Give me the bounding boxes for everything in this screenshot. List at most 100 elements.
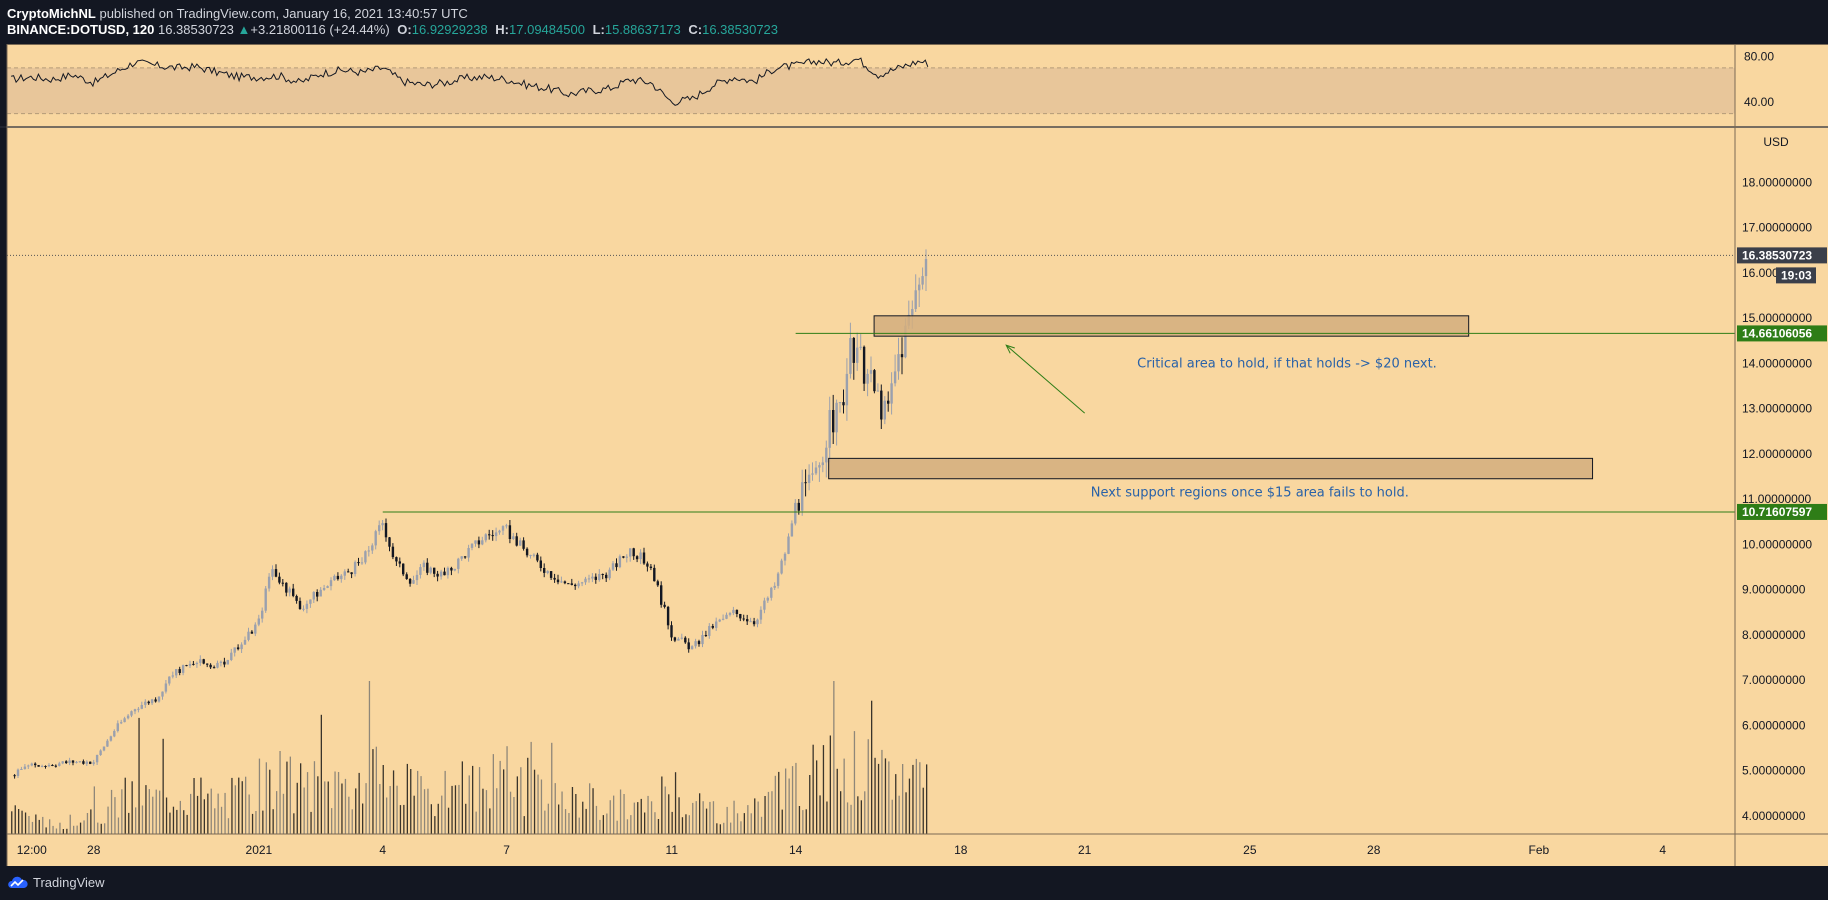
candle-body[interactable] [378,525,381,532]
candle-body[interactable] [549,571,553,578]
candle-body[interactable] [666,606,670,626]
candle-body[interactable] [422,562,426,568]
candle-body[interactable] [433,567,436,574]
candle-body[interactable] [890,383,893,404]
support-zone-2[interactable] [828,457,1594,480]
candle-body[interactable] [333,575,336,581]
candle-body[interactable] [560,581,563,583]
candle-body[interactable] [402,563,405,575]
candle-body[interactable] [61,761,64,764]
candle-body[interactable] [123,718,126,723]
candle-body[interactable] [92,762,95,764]
candle-body[interactable] [660,585,663,605]
candle-body[interactable] [412,580,415,584]
candle-body[interactable] [663,604,666,607]
candle-body[interactable] [690,646,694,650]
candle-body[interactable] [89,761,92,764]
rsi-line[interactable] [11,57,929,106]
candle-body[interactable] [371,545,374,551]
candle-body[interactable] [216,662,219,668]
candle-body[interactable] [543,568,546,573]
candle-body[interactable] [825,447,828,463]
candle-body[interactable] [488,534,491,536]
candle-body[interactable] [918,284,921,291]
candle-body[interactable] [230,652,233,660]
candle-body[interactable] [615,563,618,568]
candle-body[interactable] [639,552,642,560]
candle-body[interactable] [267,576,271,589]
candle-body[interactable] [749,621,752,623]
candle-body[interactable] [126,715,130,719]
candle-body[interactable] [783,553,787,561]
candle-body[interactable] [574,584,577,587]
annotation-text-1[interactable]: Critical area to hold, if that holds -> … [1137,356,1437,371]
candle-body[interactable] [65,761,68,763]
candle-body[interactable] [95,755,99,763]
candle-body[interactable] [391,546,395,558]
candle-body[interactable] [463,556,467,558]
candle-body[interactable] [54,765,57,767]
candle-body[interactable] [419,567,422,575]
candle-body[interactable] [453,568,456,571]
candle-body[interactable] [58,763,61,766]
candle-body[interactable] [532,554,536,556]
candle-body[interactable] [763,600,766,610]
candle-body[interactable] [814,467,818,474]
candle-body[interactable] [773,585,776,588]
level-price-tag-1[interactable]: 14.66106056 [1742,326,1812,340]
candle-body[interactable] [322,588,326,590]
candle-body[interactable] [711,626,714,628]
candle-body[interactable] [44,766,47,767]
rsi-pane[interactable] [0,57,1828,128]
candle-body[interactable] [178,669,181,673]
candle-body[interactable] [649,566,653,568]
candle-body[interactable] [199,659,202,663]
candle-body[interactable] [467,548,470,558]
candle-body[interactable] [701,635,704,645]
candle-body[interactable] [494,532,498,537]
candle-body[interactable] [481,540,484,545]
candle-body[interactable] [821,462,824,466]
candle-body[interactable] [175,669,178,676]
candle-body[interactable] [632,548,635,557]
candle-body[interactable] [498,530,501,533]
candle-body[interactable] [147,701,150,704]
candle-body[interactable] [133,709,137,712]
candle-body[interactable] [849,338,852,374]
candle-body[interactable] [305,603,309,609]
chart-canvas[interactable]: Critical area to hold, if that holds -> … [0,44,1828,866]
candle-body[interactable] [735,609,739,614]
candle-body[interactable] [236,647,240,650]
candle-body[interactable] [776,573,780,586]
candle-body[interactable] [605,574,608,579]
candle-body[interactable] [408,579,412,584]
candle-body[interactable] [563,581,567,584]
candle-body[interactable] [195,662,199,665]
candle-body[interactable] [921,276,924,285]
candle-body[interactable] [161,691,164,697]
candle-body[interactable] [708,626,711,636]
candle-body[interactable] [715,621,718,628]
candle-body[interactable] [501,526,505,531]
candle-body[interactable] [439,571,443,577]
candle-body[interactable] [336,575,340,580]
candle-body[interactable] [212,667,216,669]
candle-body[interactable] [484,534,487,541]
candle-body[interactable] [398,561,401,564]
candle-body[interactable] [828,410,831,448]
candle-body[interactable] [721,618,725,620]
symbol-name[interactable]: BINANCE:DOTUSD, 120 [7,22,155,37]
candle-body[interactable] [570,583,573,585]
candle-body[interactable] [770,587,773,598]
candle-body[interactable] [629,548,632,557]
candle-body[interactable] [522,540,525,549]
candle-body[interactable] [512,536,515,539]
candle-body[interactable] [608,569,611,579]
candle-body[interactable] [838,402,842,404]
candle-body[interactable] [594,576,597,580]
candle-body[interactable] [611,563,615,570]
candle-body[interactable] [618,556,622,568]
candle-body[interactable] [567,583,570,585]
candle-body[interactable] [656,581,659,586]
candle-body[interactable] [168,676,171,684]
